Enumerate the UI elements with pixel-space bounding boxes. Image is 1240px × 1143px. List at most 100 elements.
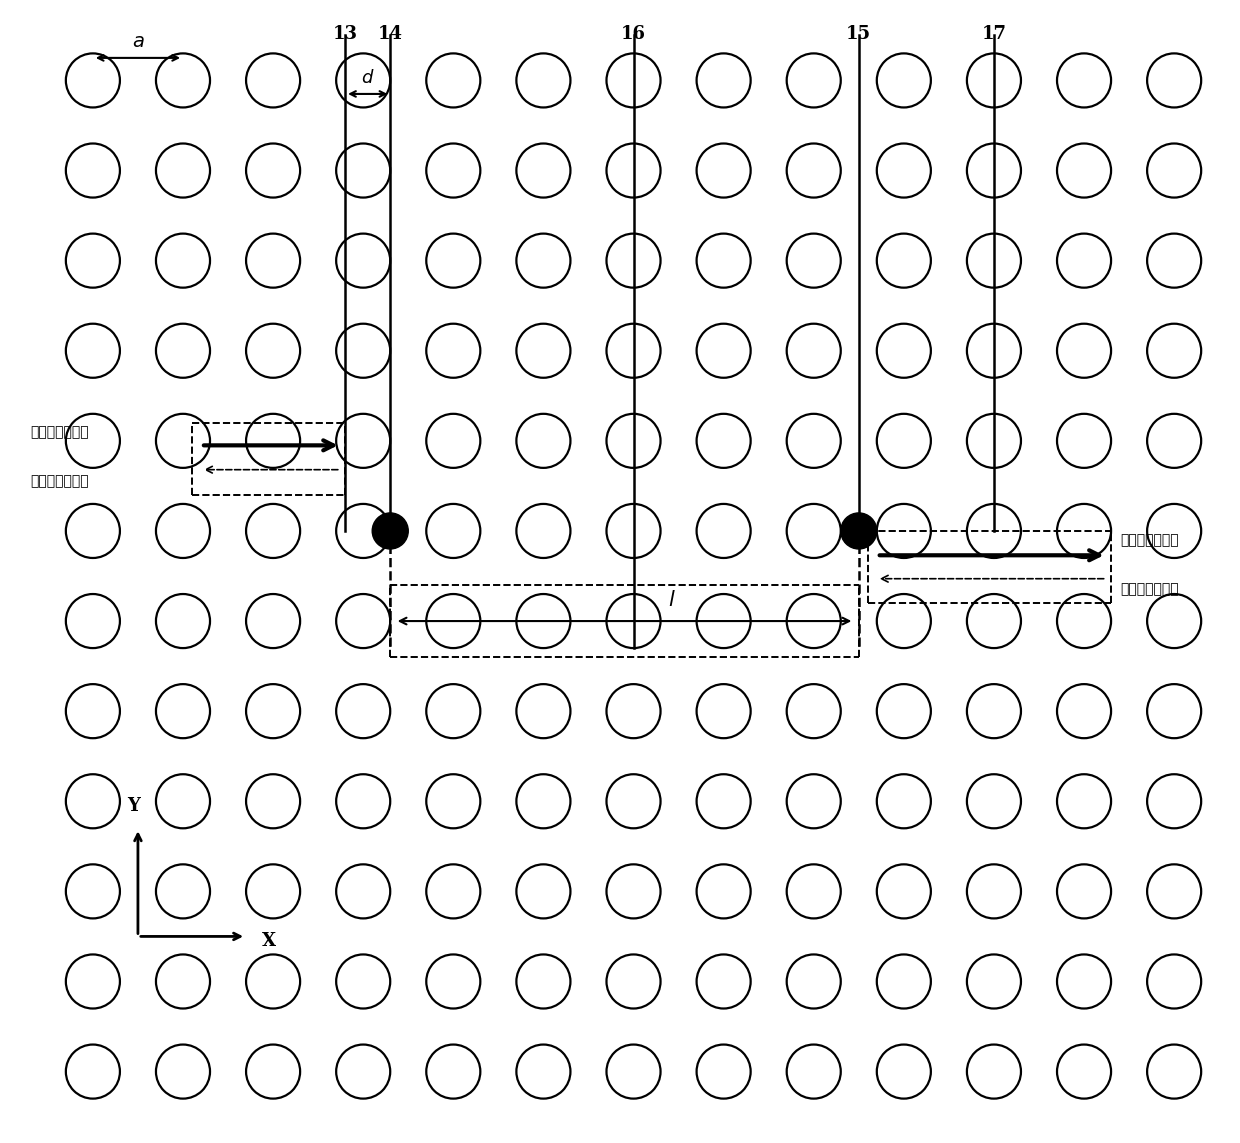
Circle shape — [66, 864, 120, 919]
Circle shape — [786, 323, 841, 378]
Circle shape — [336, 954, 391, 1008]
Circle shape — [1147, 774, 1202, 829]
Circle shape — [877, 774, 931, 829]
Circle shape — [246, 774, 300, 829]
Circle shape — [516, 864, 570, 919]
Circle shape — [967, 144, 1021, 198]
Circle shape — [1056, 414, 1111, 467]
Circle shape — [336, 233, 391, 288]
Circle shape — [66, 323, 120, 378]
Circle shape — [967, 323, 1021, 378]
Circle shape — [606, 774, 661, 829]
Circle shape — [697, 954, 750, 1008]
Circle shape — [606, 414, 661, 467]
Circle shape — [697, 323, 750, 378]
Circle shape — [606, 594, 661, 648]
Circle shape — [246, 323, 300, 378]
Circle shape — [336, 864, 391, 919]
Circle shape — [967, 594, 1021, 648]
Circle shape — [697, 774, 750, 829]
Circle shape — [877, 594, 931, 648]
Circle shape — [877, 954, 931, 1008]
Circle shape — [1147, 685, 1202, 738]
Circle shape — [697, 54, 750, 107]
Text: 正向信号光输出: 正向信号光输出 — [1120, 533, 1179, 547]
Circle shape — [1147, 504, 1202, 558]
Circle shape — [1056, 323, 1111, 378]
Circle shape — [427, 685, 480, 738]
Circle shape — [66, 504, 120, 558]
Circle shape — [697, 233, 750, 288]
Circle shape — [697, 144, 750, 198]
Circle shape — [427, 414, 480, 467]
Text: 反向信号光输入: 反向信号光输入 — [1120, 583, 1179, 597]
Circle shape — [427, 504, 480, 558]
Circle shape — [336, 685, 391, 738]
Circle shape — [967, 864, 1021, 919]
Circle shape — [156, 504, 210, 558]
Circle shape — [877, 144, 931, 198]
Circle shape — [156, 594, 210, 648]
Circle shape — [606, 1045, 661, 1098]
Circle shape — [516, 414, 570, 467]
Circle shape — [156, 685, 210, 738]
Text: 13: 13 — [332, 25, 357, 42]
Circle shape — [372, 513, 408, 549]
Circle shape — [967, 504, 1021, 558]
Circle shape — [66, 774, 120, 829]
Circle shape — [606, 233, 661, 288]
Circle shape — [427, 1045, 480, 1098]
Circle shape — [697, 594, 750, 648]
Circle shape — [246, 594, 300, 648]
Circle shape — [1147, 233, 1202, 288]
Circle shape — [516, 144, 570, 198]
Circle shape — [516, 774, 570, 829]
Circle shape — [877, 685, 931, 738]
Circle shape — [246, 414, 300, 467]
Circle shape — [1056, 504, 1111, 558]
Circle shape — [1056, 144, 1111, 198]
Circle shape — [336, 54, 391, 107]
Circle shape — [156, 774, 210, 829]
Circle shape — [336, 594, 391, 648]
Circle shape — [786, 504, 841, 558]
Circle shape — [156, 54, 210, 107]
Circle shape — [1056, 594, 1111, 648]
Circle shape — [1056, 774, 1111, 829]
Circle shape — [336, 144, 391, 198]
Circle shape — [786, 864, 841, 919]
Circle shape — [336, 323, 391, 378]
Text: $l$: $l$ — [667, 590, 676, 610]
Circle shape — [877, 864, 931, 919]
Circle shape — [786, 954, 841, 1008]
Circle shape — [1056, 1045, 1111, 1098]
Text: 14: 14 — [378, 25, 403, 42]
Circle shape — [877, 54, 931, 107]
Circle shape — [877, 414, 931, 467]
Circle shape — [786, 54, 841, 107]
Circle shape — [246, 954, 300, 1008]
Circle shape — [427, 144, 480, 198]
Circle shape — [336, 414, 391, 467]
Text: 反向信号光输出: 反向信号光输出 — [30, 474, 88, 488]
Circle shape — [246, 864, 300, 919]
Circle shape — [967, 685, 1021, 738]
Circle shape — [427, 323, 480, 378]
Circle shape — [516, 954, 570, 1008]
Circle shape — [1147, 54, 1202, 107]
Circle shape — [66, 414, 120, 467]
Circle shape — [786, 414, 841, 467]
Circle shape — [246, 504, 300, 558]
Circle shape — [427, 864, 480, 919]
Circle shape — [246, 1045, 300, 1098]
Circle shape — [786, 144, 841, 198]
Circle shape — [697, 414, 750, 467]
Circle shape — [786, 685, 841, 738]
Circle shape — [606, 144, 661, 198]
Circle shape — [156, 1045, 210, 1098]
Circle shape — [1056, 54, 1111, 107]
Circle shape — [1147, 323, 1202, 378]
Circle shape — [786, 233, 841, 288]
Text: 15: 15 — [846, 25, 872, 42]
Text: 正向信号光输入: 正向信号光输入 — [30, 425, 88, 439]
